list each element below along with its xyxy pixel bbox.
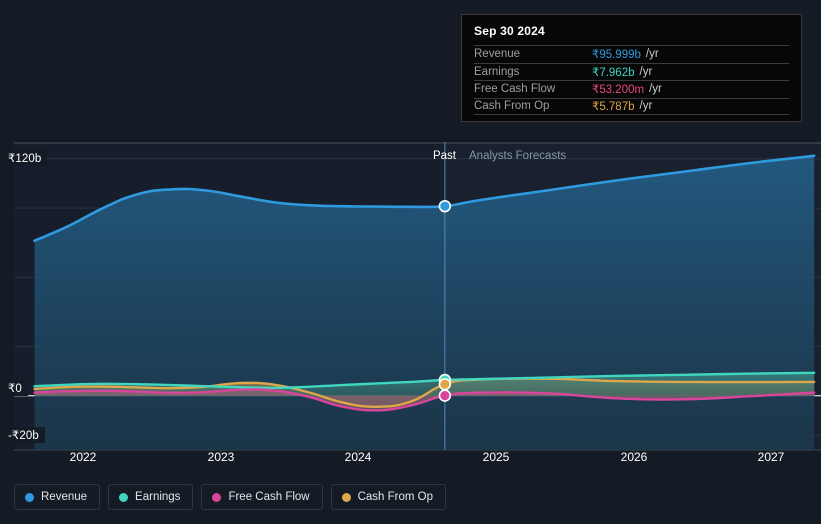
tooltip-metric-value: ₹53.200m [592, 84, 645, 97]
free-cash-flow-area [34, 389, 815, 411]
data-point-marker-free-cash-flow[interactable] [438, 389, 452, 402]
x-axis-label-2024: 2024 [344, 450, 372, 464]
tooltip-metric-label: Revenue [474, 48, 521, 61]
cash-from-op-line[interactable] [33, 377, 816, 408]
tooltip-row: Cash From Op ₹5.787b/yr [474, 97, 789, 115]
legend-label: Cash From Op [357, 491, 434, 503]
tooltip-metric-unit: /yr [645, 48, 659, 61]
x-axis-label-2025: 2025 [482, 450, 510, 464]
legend-item-revenue[interactable]: Revenue [14, 484, 101, 510]
tooltip-metric-value: ₹95.999b [592, 49, 641, 62]
legend-color-dot-icon [341, 492, 351, 502]
forecast-segment-label: Analysts Forecasts [469, 150, 567, 162]
tooltip-metric-value: ₹5.787b [592, 101, 635, 114]
x-axis-label-2026: 2026 [620, 450, 648, 464]
revenue-line[interactable] [33, 154, 816, 243]
legend-color-dot-icon [25, 492, 34, 502]
tooltip-rows: Revenue ₹95.999b/yr Earnings ₹7.962b/yr Free… [474, 45, 789, 115]
tooltip-metric-label: Earnings [474, 65, 520, 78]
earnings-line[interactable] [33, 371, 816, 390]
tooltip-date: Sep 30 2024 [474, 24, 545, 38]
legend-color-dot-icon [212, 492, 222, 502]
free-cash-flow-line[interactable] [33, 388, 816, 412]
x-axis-label-2022: 2022 [69, 450, 97, 464]
tooltip-row: Earnings ₹7.962b/yr [474, 62, 789, 81]
x-axis-label-2027: 2027 [757, 450, 785, 464]
y-axis-label-top: ₹120b [0, 149, 48, 166]
data-point-marker-revenue[interactable] [438, 199, 452, 213]
tooltip-metric-value: ₹7.962b [592, 66, 635, 79]
legend-color-dot-icon [119, 492, 129, 502]
tooltip-metric-label: Free Cash Flow [474, 83, 556, 96]
legend-label: Revenue [41, 491, 88, 503]
data-tooltip: Sep 30 2024 Revenue ₹95.999b/yr Earnings ₹7… [461, 14, 802, 122]
legend-label: Earnings [135, 491, 181, 503]
tooltip-metric-unit: /yr [639, 100, 653, 113]
tooltip-metric-unit: /yr [639, 65, 653, 78]
tooltip-row: Free Cash Flow ₹53.200m/yr [474, 80, 789, 98]
legend-item-earnings[interactable]: Earnings [108, 484, 194, 510]
legend-item-cash-from-op[interactable]: Cash From Op [330, 484, 447, 510]
chart-legend[interactable]: Revenue Earnings Free Cash Flow Cash From O… [14, 484, 447, 510]
y-axis-label-bottom: -₹20b [0, 427, 45, 444]
tooltip-metric-label: Cash From Op [474, 100, 550, 113]
past-segment-label: Past [432, 150, 456, 162]
x-axis-label-2023: 2023 [207, 450, 235, 464]
tooltip-metric-unit: /yr [649, 83, 662, 96]
y-axis-label-zero: ₹0 [0, 379, 28, 396]
legend-label: Free Cash Flow [228, 491, 310, 503]
legend-item-free-cash-flow[interactable]: Free Cash Flow [201, 484, 323, 510]
tooltip-row: Revenue ₹95.999b/yr [474, 45, 789, 63]
data-point-marker-cash-from-op[interactable] [438, 378, 452, 391]
